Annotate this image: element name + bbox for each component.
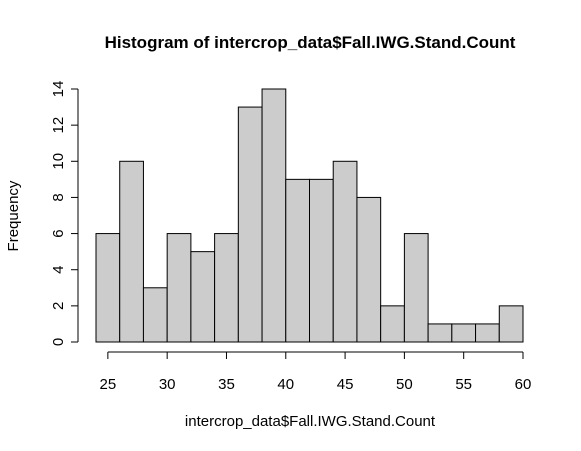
x-tick-label: 25 <box>100 376 117 393</box>
y-tick-label: 10 <box>50 153 67 170</box>
histogram-bar <box>142 287 168 343</box>
histogram-bar <box>427 323 453 343</box>
x-tick-label: 35 <box>218 376 235 393</box>
y-axis-label: Frequency <box>5 180 22 251</box>
y-axis: 0 2 4 6 8 10 12 14 <box>50 81 79 346</box>
histogram-bar <box>237 106 263 343</box>
x-axis-label: intercrop_data$Fall.IWG.Stand.Count <box>185 413 436 430</box>
x-tick-label: 55 <box>455 376 472 393</box>
x-tick-label: 60 <box>515 376 532 393</box>
histogram-bar <box>285 178 310 343</box>
y-tick-label: 6 <box>50 229 67 237</box>
histogram-bar <box>166 233 192 343</box>
histogram-bar <box>95 233 121 343</box>
y-tick-label: 0 <box>50 338 67 346</box>
histogram-bar <box>380 305 405 343</box>
histogram-bar <box>261 88 287 343</box>
bars-group <box>95 88 524 343</box>
histogram-bar <box>119 160 144 343</box>
histogram-bar <box>332 160 358 343</box>
histogram-bar <box>475 323 500 343</box>
x-tick-label: 50 <box>396 376 413 393</box>
histogram-bar <box>451 323 477 343</box>
y-tick-label: 14 <box>50 81 67 98</box>
x-axis: 25 30 35 40 45 50 55 60 <box>100 351 532 393</box>
x-tick-label: 45 <box>337 376 354 393</box>
y-tick-label: 12 <box>50 117 67 134</box>
histogram-bar <box>309 178 334 343</box>
histogram-bar <box>356 196 382 343</box>
x-tick-label: 40 <box>277 376 294 393</box>
histogram-bar <box>498 305 524 343</box>
histogram-bar <box>403 233 429 343</box>
y-tick-label: 2 <box>50 302 67 310</box>
x-tick-label: 30 <box>159 376 176 393</box>
y-tick-label: 4 <box>50 266 67 274</box>
histogram-bar <box>190 251 216 343</box>
y-tick-label: 8 <box>50 193 67 201</box>
chart-title: Histogram of intercrop_data$Fall.IWG.Sta… <box>105 33 516 52</box>
histogram-bar <box>214 233 239 343</box>
